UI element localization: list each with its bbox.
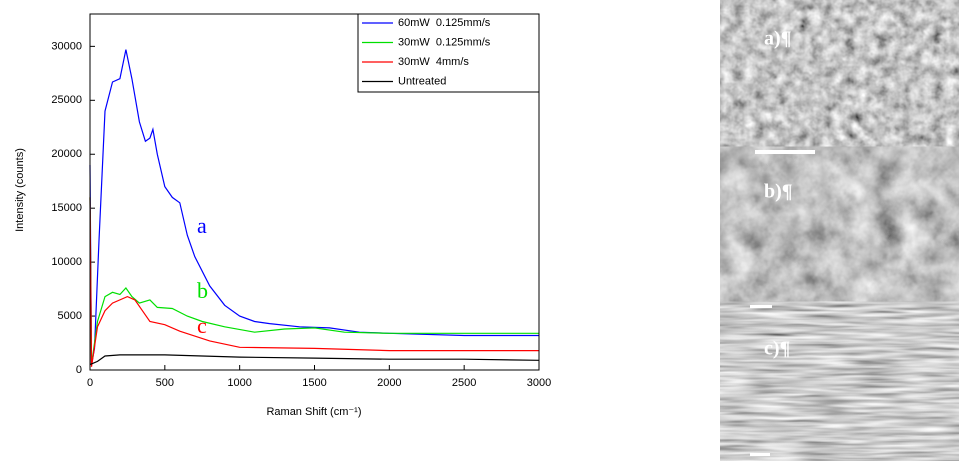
x-tick-label: 2500 xyxy=(452,377,476,389)
y-tick-label: 5000 xyxy=(58,310,82,322)
y-tick-label: 10000 xyxy=(51,256,82,268)
panel-label: b)¶ xyxy=(764,181,793,203)
series-line xyxy=(89,197,539,365)
legend-box xyxy=(357,13,540,93)
scale-bar xyxy=(750,305,772,308)
x-axis-label: Raman Shift (cm⁻¹) xyxy=(266,406,361,418)
sem-image xyxy=(742,4,959,160)
scale-bar xyxy=(750,453,770,456)
plot-frame xyxy=(89,13,540,371)
series-line xyxy=(89,354,540,366)
y-tick-label: 15000 xyxy=(51,202,82,214)
series-line xyxy=(89,49,539,365)
series-line xyxy=(89,197,539,367)
panel-label: a)¶ xyxy=(764,28,791,50)
annotation: c xyxy=(197,313,207,338)
legend-label: 60mW 0.125mm/s xyxy=(398,17,491,29)
legend-label: 30mW 0.125mm/s xyxy=(398,36,491,48)
y-axis-label: Intensity (counts) xyxy=(14,148,26,232)
annotation: b xyxy=(197,278,208,303)
x-tick-label: 1500 xyxy=(302,377,326,389)
legend-label: Untreated xyxy=(398,75,446,87)
sem-image xyxy=(742,316,959,458)
x-tick-label: 0 xyxy=(87,377,93,389)
y-tick-label: 25000 xyxy=(51,94,82,106)
legend-label: 30mW 4mm/s xyxy=(398,56,469,68)
x-tick-label: 3000 xyxy=(527,377,551,389)
x-tick-label: 500 xyxy=(156,377,174,389)
y-tick-label: 20000 xyxy=(51,148,82,160)
sem-image xyxy=(742,162,959,313)
x-tick-label: 1000 xyxy=(227,377,251,389)
panel-label: c)¶ xyxy=(764,338,790,360)
scale-bar xyxy=(755,150,815,154)
annotation: a xyxy=(197,213,207,238)
x-tick-label: 2000 xyxy=(377,377,401,389)
y-tick-label: 30000 xyxy=(51,40,82,52)
y-tick-label: 0 xyxy=(76,364,82,376)
sem-panels: a)¶ b)¶ c)¶ xyxy=(742,4,959,458)
